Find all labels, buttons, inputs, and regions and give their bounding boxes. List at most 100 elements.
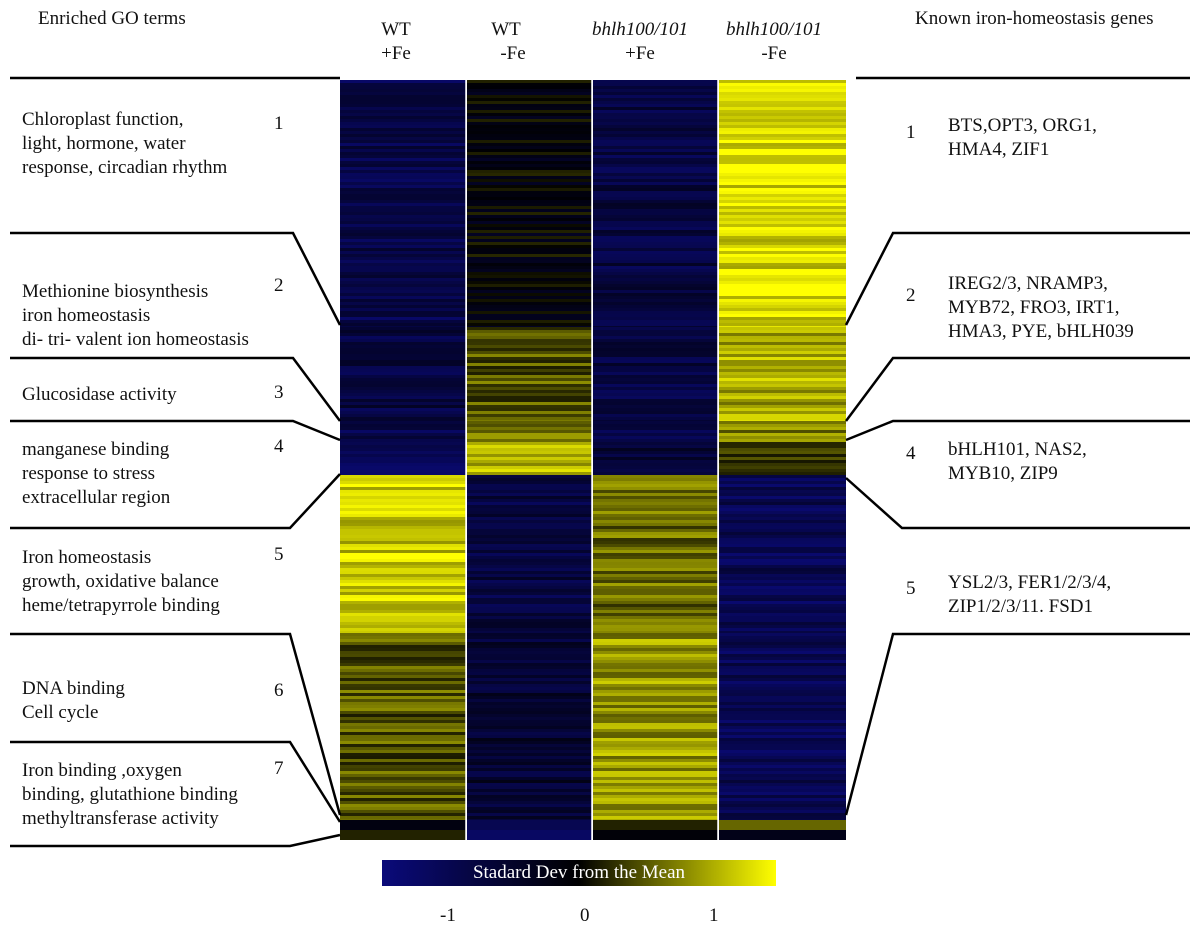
heatmap-cell <box>340 381 466 384</box>
heatmap-cell <box>593 182 718 185</box>
heatmap-cell <box>340 128 466 131</box>
go-line: manganese binding <box>22 439 170 460</box>
heatmap-cell <box>719 221 846 224</box>
heatmap-cell <box>719 810 846 813</box>
heatmap-cell <box>593 499 718 502</box>
heatmap-cell <box>467 372 592 375</box>
heatmap-cell <box>467 206 592 209</box>
heatmap-cell <box>593 589 718 592</box>
heatmap-cell <box>467 405 592 408</box>
heatmap-cell <box>340 363 466 366</box>
heatmap-cell <box>719 481 846 484</box>
heatmap-cell <box>467 348 592 351</box>
heatmap-cell <box>340 559 466 562</box>
heatmap-cell <box>467 327 592 330</box>
heatmap-cell <box>467 167 592 170</box>
heatmap-cell <box>719 224 846 227</box>
genes-cluster-1: BTS,OPT3, ORG1, HMA4, ZIF1 <box>948 114 1097 162</box>
heatmap-cell <box>719 813 846 816</box>
heatmap-cell <box>593 233 718 236</box>
heatmap-cell <box>719 320 846 323</box>
heatmap-cell <box>593 738 718 741</box>
heatmap-cell <box>593 134 718 137</box>
heatmap-cell <box>593 140 718 143</box>
heatmap-cell <box>719 532 846 535</box>
heatmap-cell <box>593 804 718 807</box>
heatmap-cell <box>340 472 466 475</box>
heatmap-cell <box>467 290 592 293</box>
go-terms-cluster-5: Iron homeostasis growth, oxidative balan… <box>22 546 220 618</box>
heatmap-cell <box>467 732 592 735</box>
cluster-number-6: 6 <box>274 680 284 701</box>
heatmap-cell <box>593 399 718 402</box>
heatmap-cell <box>467 607 592 610</box>
heatmap-cell <box>467 417 592 420</box>
heatmap-cell <box>719 639 846 642</box>
heatmap-cell <box>593 535 718 538</box>
heatmap-cell <box>593 541 718 544</box>
heatmap-cell <box>340 607 466 610</box>
heatmap-cell <box>467 517 592 520</box>
heatmap-cell <box>593 200 718 203</box>
heatmap-cell <box>593 278 718 281</box>
heatmap-cell <box>719 421 846 424</box>
heatmap-cell <box>593 622 718 625</box>
heatmap-cell <box>340 619 466 622</box>
heatmap-cell <box>593 660 718 663</box>
heatmap-cell <box>340 104 466 107</box>
heatmap-cell <box>340 625 466 628</box>
heatmap-cell <box>467 657 592 660</box>
go-line: Cell cycle <box>22 702 99 723</box>
heatmap-cell <box>593 830 718 840</box>
heatmap-cell <box>467 369 592 372</box>
heatmap-cell <box>719 439 846 442</box>
cluster-number-7: 7 <box>274 758 284 779</box>
heatmap-cell <box>340 354 466 357</box>
heatmap-cell <box>719 732 846 735</box>
heatmap-cell <box>467 140 592 143</box>
heatmap-cell <box>593 296 718 299</box>
heatmap-cell <box>467 792 592 795</box>
heatmap-cell <box>340 221 466 224</box>
heatmap-cell <box>467 209 592 212</box>
go-terms-cluster-7: Iron binding ,oxygen binding, glutathion… <box>22 759 238 831</box>
heatmap-cell <box>340 786 466 789</box>
heatmap-cell <box>467 717 592 720</box>
heatmap-cell <box>593 158 718 161</box>
heatmap-cell <box>593 206 718 209</box>
heatmap-cell <box>719 753 846 756</box>
heatmap-cell <box>340 642 466 645</box>
heatmap-cell <box>719 759 846 762</box>
heatmap-cell <box>467 789 592 792</box>
heatmap-cell <box>719 801 846 804</box>
go-line: response to stress <box>22 463 155 484</box>
heatmap-cell <box>467 131 592 134</box>
heatmap-cell <box>719 607 846 610</box>
heatmap-cell <box>593 478 718 481</box>
heatmap-cell <box>467 595 592 598</box>
heatmap-cell <box>593 369 718 372</box>
heatmap-cell <box>719 317 846 320</box>
heatmap-cell <box>340 598 466 601</box>
heatmap-cell <box>340 92 466 95</box>
heatmap-cell <box>340 711 466 714</box>
heatmap-cell <box>719 574 846 577</box>
heatmap-cell <box>340 230 466 233</box>
heatmap-cell <box>593 780 718 783</box>
heatmap-cell <box>340 795 466 798</box>
heatmap-cell <box>340 80 466 83</box>
heatmap-cell <box>467 520 592 523</box>
heatmap-cell <box>719 735 846 738</box>
heatmap-cell <box>719 433 846 436</box>
heatmap-cell <box>340 236 466 239</box>
heatmap-cell <box>467 475 592 478</box>
heatmap-cell <box>593 439 718 442</box>
heatmap-cell <box>719 568 846 571</box>
heatmap-cell <box>340 741 466 744</box>
go-terms-cluster-3: Glucosidase activity <box>22 383 177 407</box>
heatmap-cell <box>340 430 466 433</box>
heatmap-cell <box>340 170 466 173</box>
heatmap-cell <box>340 390 466 393</box>
heatmap-cell <box>719 681 846 684</box>
heatmap-cell <box>719 146 846 149</box>
